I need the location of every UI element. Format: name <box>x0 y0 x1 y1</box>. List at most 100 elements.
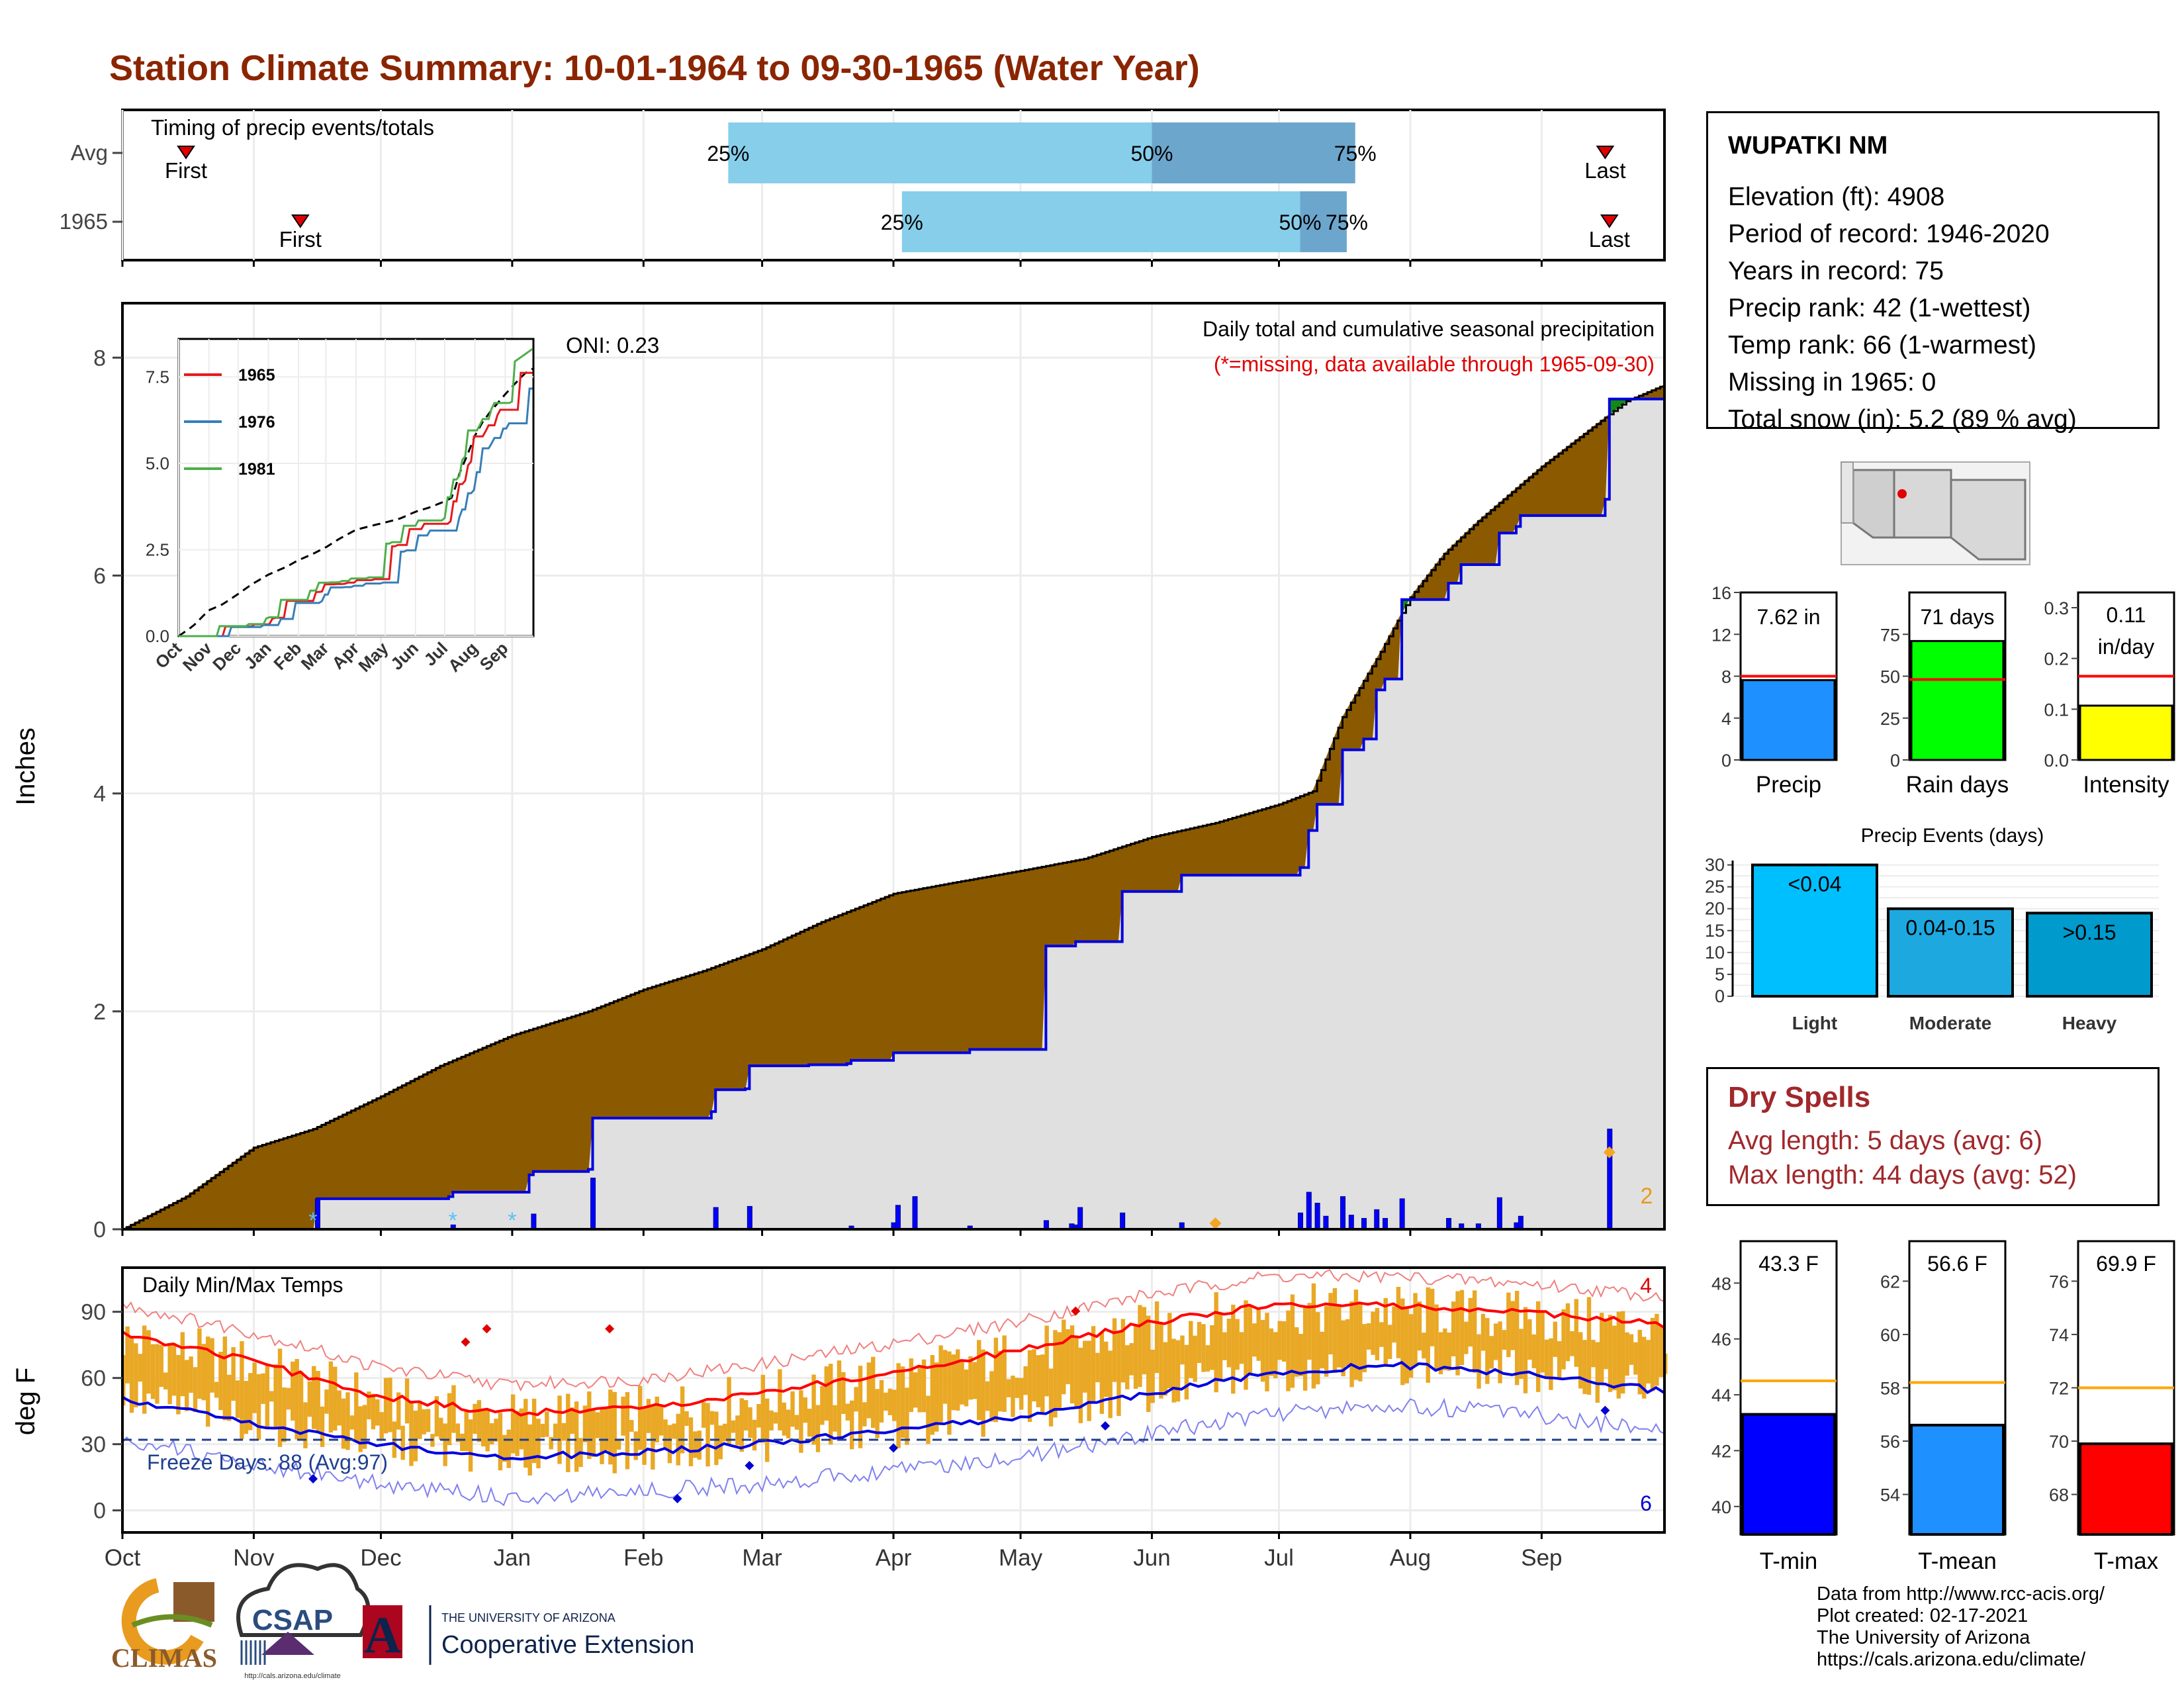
daily-precip-bar <box>713 1207 719 1230</box>
record-high-line <box>122 1269 1665 1392</box>
deficit-segment <box>808 925 813 1065</box>
quartile-label: 50% <box>1279 211 1321 234</box>
daily-temp-bar <box>676 1413 680 1466</box>
temp-bar-tick: 54 <box>1880 1485 1900 1505</box>
daily-temp-bar <box>896 1363 901 1448</box>
daily-temp-bar <box>388 1378 392 1432</box>
deficit-segment <box>1011 870 1017 1050</box>
daily-temp-bar <box>942 1350 948 1404</box>
daily-temp-bar <box>595 1412 600 1438</box>
record-high-marker <box>1071 1306 1081 1316</box>
snow-marker: * <box>508 1208 516 1233</box>
month-label: Jul <box>1264 1545 1294 1571</box>
daily-temp-bar <box>672 1423 676 1439</box>
quartile-label: 50% <box>1130 142 1173 165</box>
deficit-segment <box>914 888 919 1053</box>
y-tick-label: 8 <box>93 346 106 371</box>
daily-temp-bar <box>1493 1323 1498 1360</box>
credit-line: https://cals.arizona.edu/climate/ <box>1817 1649 2086 1670</box>
daily-temp-bar <box>1286 1310 1291 1391</box>
mini-bar <box>1910 639 2005 761</box>
event-marker <box>1596 146 1615 160</box>
deficit-segment <box>1016 870 1021 1050</box>
daily-temp-bar <box>909 1358 914 1412</box>
daily-temp-bar <box>312 1366 316 1429</box>
deficit-segment <box>261 1143 267 1230</box>
deficit-segment <box>643 988 649 1119</box>
deficit-segment <box>1152 835 1157 892</box>
daily-temp-bar <box>171 1342 177 1396</box>
daily-temp-bar <box>473 1403 477 1434</box>
deficit-segment <box>609 1000 614 1119</box>
record-low-line <box>122 1397 1665 1507</box>
deficit-segment <box>596 1006 602 1119</box>
dry-spells-max: Max length: 44 days (avg: 52) <box>1728 1160 2077 1190</box>
daily-temp-bar <box>1498 1321 1502 1383</box>
deficit-segment <box>1194 826 1199 876</box>
credit-line: Plot created: 02-17-2021 <box>1817 1605 2028 1626</box>
deficit-segment <box>490 1042 496 1193</box>
daily-temp-bar <box>1417 1301 1422 1351</box>
deficit-segment <box>1279 802 1284 876</box>
daily-temp-bar <box>884 1392 888 1411</box>
deficit-segment <box>410 1078 416 1199</box>
daily-temp-bar <box>1023 1366 1028 1395</box>
daily-temp-bar <box>549 1436 553 1450</box>
daily-temp-bar <box>159 1344 164 1387</box>
daily-precip-bar <box>1361 1218 1367 1230</box>
daily-temp-bar <box>600 1407 604 1464</box>
daily-temp-bar <box>570 1407 574 1434</box>
daily-temp-bar <box>667 1425 672 1464</box>
deficit-segment <box>842 912 848 1066</box>
daily-temp-bar <box>1222 1332 1227 1360</box>
record-low-marker <box>672 1494 682 1503</box>
daily-temp-bar <box>1163 1342 1168 1396</box>
record-high-marker <box>605 1324 615 1334</box>
deficit-segment <box>859 904 864 1061</box>
deficit-segment <box>334 1116 339 1199</box>
temp-bar-tick: 60 <box>1880 1325 1900 1345</box>
daily-temp-bar <box>1371 1311 1375 1355</box>
deficit-segment <box>817 921 822 1065</box>
deficit-segment <box>626 994 631 1119</box>
daily-temp-bar <box>1099 1332 1105 1414</box>
deficit-segment <box>317 1124 322 1199</box>
daily-temp-bar <box>985 1381 990 1411</box>
daily-temp-bar <box>1655 1313 1659 1386</box>
deficit-segment <box>995 874 1000 1050</box>
deficit-segment <box>1143 837 1148 892</box>
daily-temp-bar <box>1383 1297 1388 1366</box>
daily-temp-bar <box>1426 1287 1430 1383</box>
daily-temp-bar <box>633 1431 638 1460</box>
deficit-segment <box>1215 821 1220 876</box>
deficit-segment <box>600 1004 606 1119</box>
daily-temp-bar <box>248 1373 253 1430</box>
daily-temp-bar <box>142 1325 147 1414</box>
main-subtitle: Daily total and cumulative seasonal prec… <box>1203 317 1655 341</box>
temp-bar-value: 43.3 F <box>1758 1252 1819 1276</box>
deficit-segment <box>694 972 699 1119</box>
daily-temp-bar <box>1125 1345 1130 1389</box>
deficit-segment <box>1189 827 1195 876</box>
daily-temp-bar <box>286 1387 291 1410</box>
deficit-segment <box>1596 420 1602 516</box>
deficit-segment <box>846 910 852 1064</box>
daily-temp-bar <box>926 1395 931 1444</box>
deficit-segment <box>732 958 737 1090</box>
deficit-segment <box>516 1032 522 1193</box>
quartile-label: 75% <box>1334 142 1377 165</box>
month-label: Feb <box>623 1545 663 1571</box>
daily-temp-bar <box>1011 1376 1015 1417</box>
deficit-segment <box>1101 851 1106 942</box>
daily-precip-bar <box>1399 1198 1405 1230</box>
deficit-segment <box>503 1036 508 1193</box>
daily-temp-bar <box>629 1420 634 1432</box>
daily-precip-bar <box>1348 1215 1354 1230</box>
mini-bar-tick: 0 <box>1890 751 1900 771</box>
daily-temp-bar <box>244 1381 249 1434</box>
deficit-segment <box>545 1023 551 1172</box>
daily-temp-bar <box>1451 1301 1456 1356</box>
daily-temp-bar <box>1244 1300 1248 1390</box>
deficit-segment <box>236 1156 242 1230</box>
deficit-segment <box>512 1033 517 1193</box>
